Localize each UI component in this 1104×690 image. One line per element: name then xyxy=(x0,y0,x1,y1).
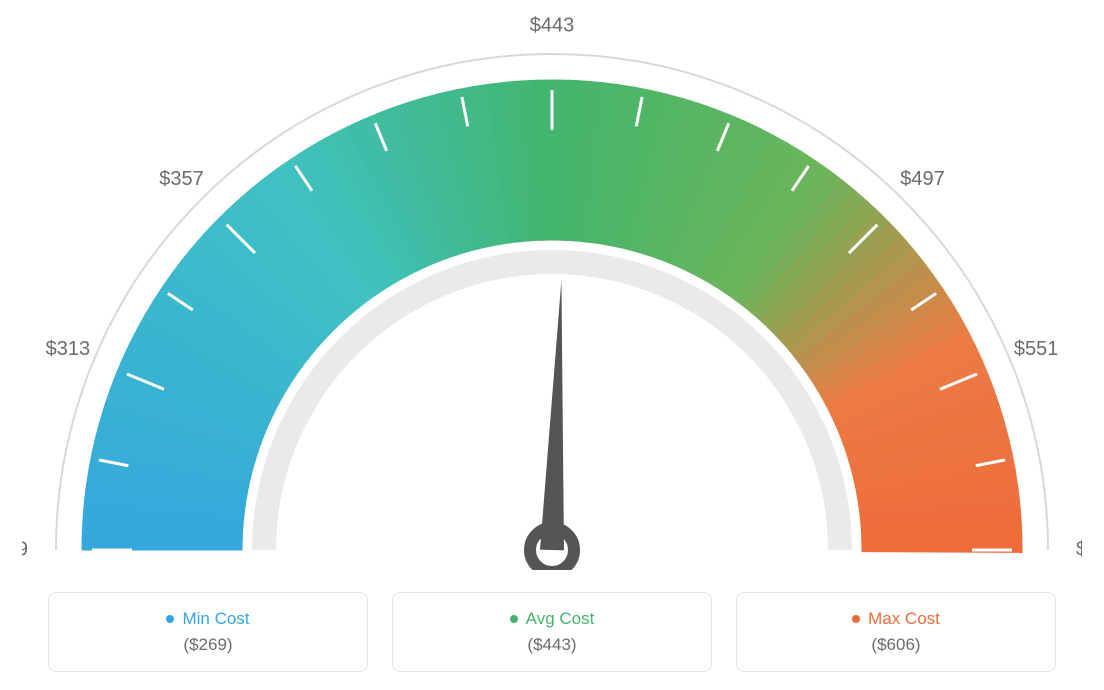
legend-value-max: ($606) xyxy=(871,635,920,655)
svg-text:$357: $357 xyxy=(159,168,204,190)
legend-value-avg: ($443) xyxy=(527,635,576,655)
svg-text:$606: $606 xyxy=(1076,538,1082,560)
legend-dot-avg xyxy=(510,615,518,623)
svg-text:$551: $551 xyxy=(1014,338,1059,360)
legend-card-avg: Avg Cost ($443) xyxy=(392,592,712,672)
svg-text:$313: $313 xyxy=(46,338,91,360)
legend-label-min: Min Cost xyxy=(182,609,249,629)
legend-label-max: Max Cost xyxy=(868,609,940,629)
legend-value-min: ($269) xyxy=(183,635,232,655)
legend-dot-max xyxy=(852,615,860,623)
svg-text:$497: $497 xyxy=(900,168,945,190)
svg-text:$269: $269 xyxy=(22,538,28,560)
legend-row: Min Cost ($269) Avg Cost ($443) Max Cost… xyxy=(48,592,1056,672)
cost-gauge: $269 $313 $357 $443 $497 $551 $606 xyxy=(22,10,1082,570)
svg-text:$443: $443 xyxy=(530,14,575,36)
legend-card-max: Max Cost ($606) xyxy=(736,592,1056,672)
legend-card-min: Min Cost ($269) xyxy=(48,592,368,672)
legend-label-avg: Avg Cost xyxy=(526,609,595,629)
legend-dot-min xyxy=(166,615,174,623)
